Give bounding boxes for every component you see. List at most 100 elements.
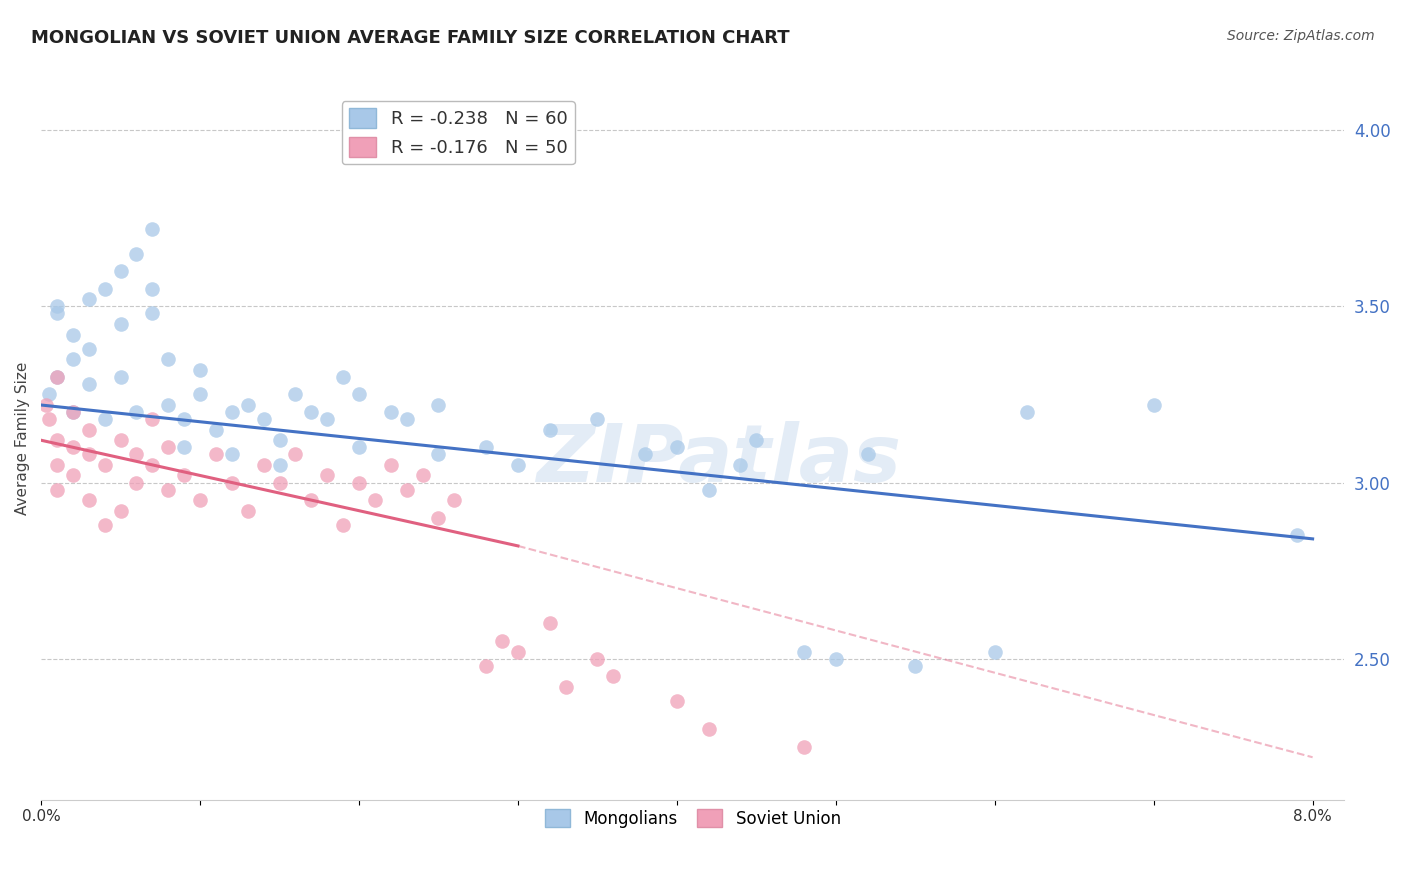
- Point: [46, 434, 69, 448]
- Text: MONGOLIAN VS SOVIET UNION AVERAGE FAMILY SIZE CORRELATION CHART: MONGOLIAN VS SOVIET UNION AVERAGE FAMILY…: [31, 29, 790, 46]
- Point: [395, 483, 418, 497]
- Point: [793, 739, 815, 754]
- Point: [46, 299, 69, 313]
- Point: [793, 644, 815, 658]
- Point: [221, 447, 243, 461]
- Point: [125, 405, 148, 419]
- Point: [46, 306, 69, 320]
- Point: [141, 306, 163, 320]
- Point: [665, 694, 688, 708]
- Point: [697, 722, 720, 736]
- Point: [110, 504, 132, 518]
- Point: [221, 405, 243, 419]
- Point: [284, 447, 307, 461]
- Point: [475, 440, 498, 454]
- Point: [205, 447, 228, 461]
- Point: [110, 369, 132, 384]
- Point: [538, 423, 561, 437]
- Point: [730, 458, 752, 472]
- Point: [173, 440, 195, 454]
- Point: [205, 423, 228, 437]
- Point: [188, 363, 211, 377]
- Point: [62, 468, 84, 483]
- Point: [475, 658, 498, 673]
- Point: [983, 644, 1005, 658]
- Point: [77, 342, 100, 356]
- Point: [125, 246, 148, 260]
- Point: [745, 434, 768, 448]
- Point: [77, 447, 100, 461]
- Text: Source: ZipAtlas.com: Source: ZipAtlas.com: [1227, 29, 1375, 43]
- Point: [62, 352, 84, 367]
- Point: [332, 517, 354, 532]
- Point: [35, 398, 58, 412]
- Point: [252, 458, 274, 472]
- Point: [110, 264, 132, 278]
- Point: [1143, 398, 1166, 412]
- Point: [506, 644, 529, 658]
- Point: [236, 398, 259, 412]
- Point: [77, 493, 100, 508]
- Point: [347, 440, 370, 454]
- Point: [299, 405, 322, 419]
- Point: [856, 447, 879, 461]
- Point: [427, 447, 450, 461]
- Point: [586, 651, 609, 665]
- Point: [93, 282, 115, 296]
- Point: [173, 468, 195, 483]
- Point: [125, 447, 148, 461]
- Point: [665, 440, 688, 454]
- Point: [443, 493, 465, 508]
- Point: [538, 616, 561, 631]
- Point: [62, 440, 84, 454]
- Point: [380, 458, 402, 472]
- Point: [93, 517, 115, 532]
- Point: [62, 327, 84, 342]
- Point: [269, 434, 291, 448]
- Legend: Mongolians, Soviet Union: Mongolians, Soviet Union: [538, 803, 848, 835]
- Point: [364, 493, 387, 508]
- Point: [236, 504, 259, 518]
- Point: [602, 669, 624, 683]
- Point: [697, 483, 720, 497]
- Point: [316, 412, 339, 426]
- Point: [1015, 405, 1038, 419]
- Point: [506, 458, 529, 472]
- Point: [157, 483, 180, 497]
- Point: [427, 510, 450, 524]
- Point: [634, 447, 657, 461]
- Point: [157, 398, 180, 412]
- Point: [188, 387, 211, 401]
- Point: [284, 387, 307, 401]
- Point: [380, 405, 402, 419]
- Point: [824, 651, 846, 665]
- Point: [62, 405, 84, 419]
- Point: [252, 412, 274, 426]
- Point: [904, 658, 927, 673]
- Point: [157, 440, 180, 454]
- Point: [46, 369, 69, 384]
- Point: [93, 412, 115, 426]
- Point: [269, 475, 291, 490]
- Point: [77, 293, 100, 307]
- Point: [221, 475, 243, 490]
- Point: [141, 458, 163, 472]
- Point: [554, 680, 576, 694]
- Point: [332, 369, 354, 384]
- Y-axis label: Average Family Size: Average Family Size: [15, 362, 30, 516]
- Point: [46, 458, 69, 472]
- Point: [46, 483, 69, 497]
- Point: [316, 468, 339, 483]
- Point: [93, 458, 115, 472]
- Point: [1285, 528, 1308, 542]
- Point: [38, 387, 60, 401]
- Point: [427, 398, 450, 412]
- Point: [412, 468, 434, 483]
- Point: [586, 412, 609, 426]
- Point: [299, 493, 322, 508]
- Point: [347, 475, 370, 490]
- Point: [62, 405, 84, 419]
- Point: [77, 423, 100, 437]
- Point: [141, 222, 163, 236]
- Point: [269, 458, 291, 472]
